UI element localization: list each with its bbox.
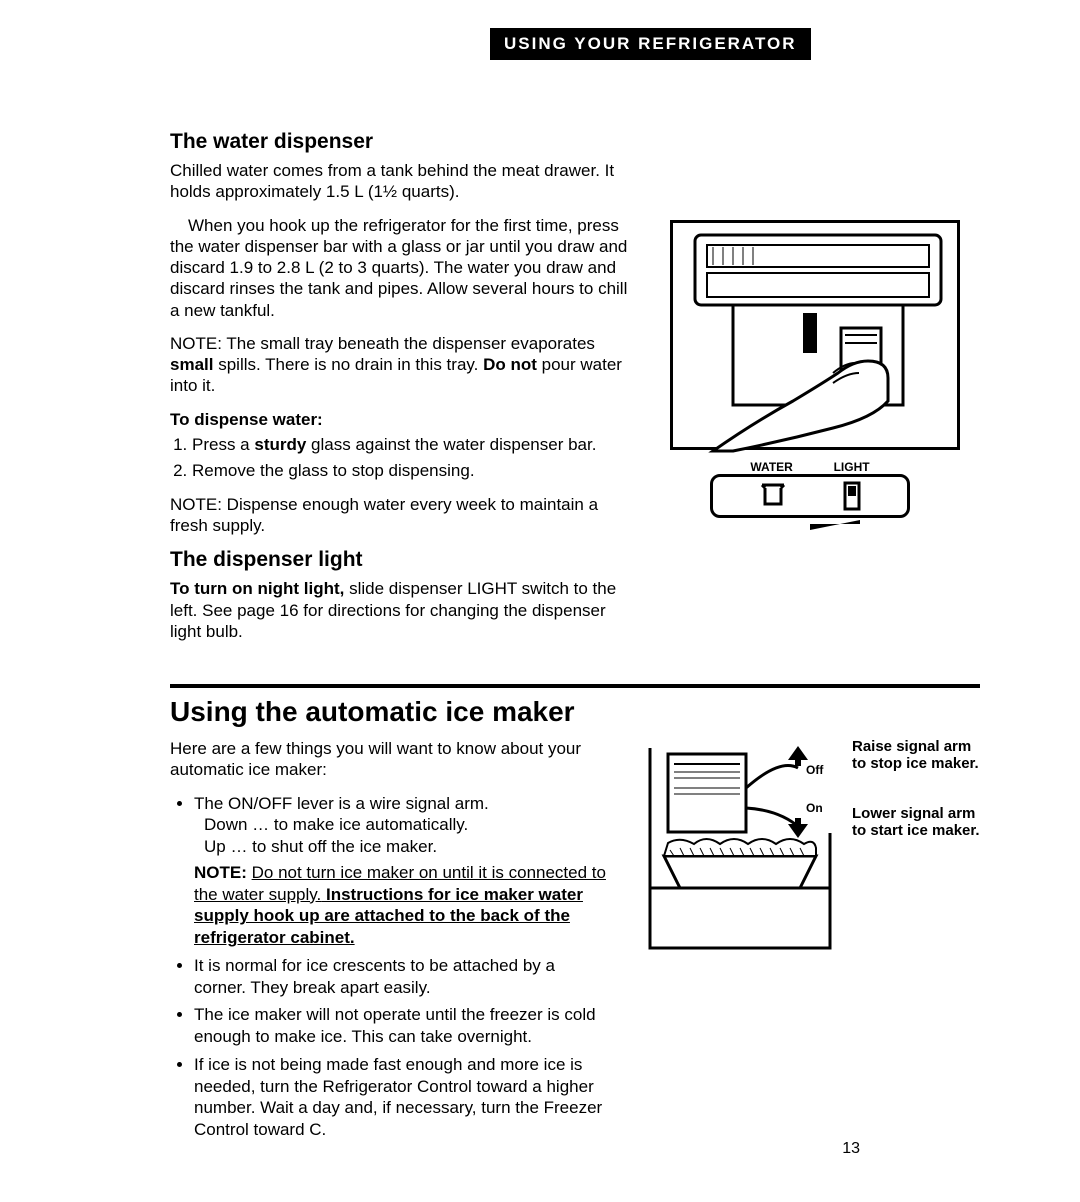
- on-label: On: [806, 801, 823, 815]
- ice-b4: If ice is not being made fast enough and…: [194, 1054, 610, 1141]
- light-title: The dispenser light: [170, 548, 640, 572]
- water-dispenser-section: The water dispenser Chilled water comes …: [170, 130, 980, 654]
- arrow-left-icon: [710, 518, 910, 532]
- header-bar: USING YOUR REFRIGERATOR: [490, 28, 811, 60]
- dispense-steps: Press a sturdy glass against the water d…: [170, 434, 640, 482]
- note1-pre: NOTE: The small tray beneath the dispens…: [170, 334, 595, 353]
- steps-title: To dispense water:: [170, 409, 640, 430]
- water-title: The water dispenser: [170, 130, 640, 154]
- switch-label-light: LIGHT: [834, 460, 870, 474]
- ice-bullets: The ON/OFF lever is a wire signal arm. D…: [170, 793, 610, 1141]
- ice-b1-down: Down … to make ice automatically.: [204, 814, 610, 836]
- water-note2: NOTE: Dispense enough water every week t…: [170, 494, 640, 537]
- step-1: Press a sturdy glass against the water d…: [192, 434, 640, 456]
- light-bold: To turn on night light,: [170, 579, 344, 598]
- page-number: 13: [842, 1140, 860, 1158]
- ice-b2: It is normal for ice crescents to be att…: [194, 955, 610, 999]
- switch-label-water: WATER: [750, 460, 792, 474]
- water-p1: Chilled water comes from a tank behind t…: [170, 160, 640, 203]
- ice-b3: The ice maker will not operate until the…: [194, 1004, 610, 1048]
- note1-bold2: Do not: [483, 355, 537, 374]
- light-para: To turn on night light, slide dispenser …: [170, 578, 640, 642]
- section-divider: [170, 684, 980, 688]
- cup-icon: [759, 482, 787, 510]
- note1-bold1: small: [170, 355, 213, 374]
- off-label: Off: [806, 763, 824, 777]
- ice-title: Using the automatic ice maker: [170, 696, 980, 728]
- ice-b1-up: Up … to shut off the ice maker.: [204, 836, 610, 858]
- raise-label: Raise signal arm to stop ice maker.: [852, 738, 980, 773]
- step-2: Remove the glass to stop dispensing.: [192, 460, 640, 482]
- ice-b1-note: NOTE: Do not turn ice maker on until it …: [194, 862, 610, 949]
- note1-mid: spills. There is no drain in this tray.: [213, 355, 483, 374]
- water-note1: NOTE: The small tray beneath the dispens…: [170, 333, 640, 397]
- ice-maker-illustration: Off On: [640, 738, 840, 1147]
- lower-label: Lower signal arm to start ice maker.: [852, 805, 980, 840]
- ice-b1: The ON/OFF lever is a wire signal arm. D…: [194, 793, 610, 949]
- light-switch-illustration: WATER LIGHT: [710, 460, 910, 537]
- ice-section: Here are a few things you will want to k…: [170, 738, 980, 1147]
- water-p2: When you hook up the refrigerator for th…: [170, 215, 640, 321]
- light-switch-icon: [842, 481, 862, 511]
- dispenser-illustration: [670, 220, 960, 450]
- ice-intro: Here are a few things you will want to k…: [170, 738, 610, 781]
